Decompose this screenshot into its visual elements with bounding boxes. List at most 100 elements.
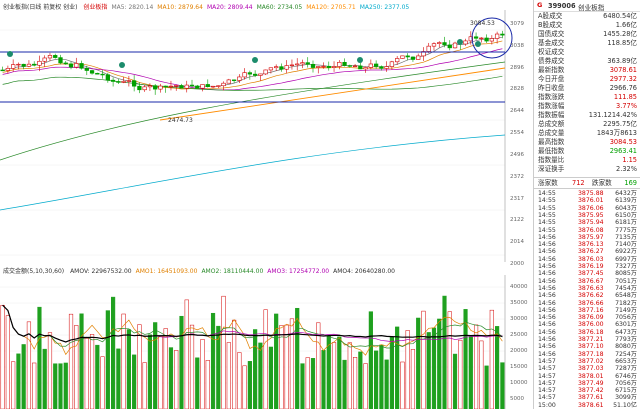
candle-body <box>195 85 200 89</box>
stat-value: 363.89亿 <box>607 57 637 65</box>
candle-body <box>184 84 189 89</box>
candlestick-chart[interactable] <box>0 10 533 262</box>
volume-bar <box>347 342 352 409</box>
trade-volume: 6150万 <box>615 211 637 219</box>
trade-time: 14:57 <box>538 365 556 373</box>
volume-bar <box>63 362 68 409</box>
candle-body <box>284 65 289 70</box>
volume-bar <box>279 325 284 409</box>
y-tick-label: 40000 <box>510 284 528 290</box>
trade-row[interactable]: 14:55 3876.08 7775万 <box>534 227 640 236</box>
trade-row[interactable]: 14:56 3876.63 7454万 <box>534 285 640 294</box>
trade-row[interactable]: 14:57 3877.49 7056万 <box>534 380 640 389</box>
trade-time: 14:56 <box>538 314 556 322</box>
trade-time: 14:55 <box>538 211 556 219</box>
volume-legend-item: AMO3: 17254772.00 <box>267 268 330 275</box>
trade-row[interactable]: 14:56 3877.21 7793万 <box>534 336 640 345</box>
y-tick-label: 2554 <box>510 130 524 137</box>
trade-volume: 7135万 <box>615 233 637 241</box>
trade-price: 3877.49 <box>578 379 604 387</box>
stat-value: 1455.28亿 <box>603 30 637 38</box>
volume-bar <box>263 309 268 409</box>
trade-row[interactable]: 14:55 3876.01 6139万 <box>534 197 640 206</box>
trade-price: 3876.01 <box>578 197 604 205</box>
trade-time: 14:56 <box>538 321 556 329</box>
trade-row[interactable]: 14:55 3876.06 6043万 <box>534 205 640 214</box>
trade-volume: 51.10亿 <box>613 401 637 409</box>
volume-bar <box>21 344 26 409</box>
candle-body <box>37 60 42 66</box>
trade-row[interactable]: 14:55 3875.88 6432万 <box>534 190 640 199</box>
trade-row[interactable]: 14:55 3875.94 6181万 <box>534 219 640 228</box>
trade-row[interactable]: 14:55 3875.95 6150万 <box>534 212 640 221</box>
candle-body <box>221 82 226 87</box>
candle-body <box>74 63 79 68</box>
trade-volume: 6139万 <box>615 197 637 205</box>
trade-row[interactable]: 14:56 3876.19 7327万 <box>534 263 640 272</box>
candle-body <box>305 62 310 65</box>
candle-body <box>32 63 37 66</box>
main-legend-item: MA120: 2705.71 <box>306 4 356 11</box>
trade-time: 14:56 <box>538 328 556 336</box>
volume-bar <box>268 346 274 409</box>
trade-row[interactable]: 14:56 3876.27 6922万 <box>534 248 640 257</box>
trade-row[interactable]: 14:56 3876.13 7140万 <box>534 241 640 250</box>
stat-value: 1.66亿 <box>615 21 637 29</box>
candle-body <box>331 66 337 68</box>
y-tick-label: 2014 <box>510 239 524 246</box>
trade-row[interactable]: 14:56 3875.97 7135万 <box>534 234 640 243</box>
stat-label: 最低指数 <box>538 147 565 155</box>
volume-bar <box>258 342 263 409</box>
volume-legend-item: AMO1: 16451093.00 <box>135 268 198 275</box>
volume-bar <box>100 356 105 409</box>
trade-list[interactable]: 14:55 3875.88 6432万 14:55 3876.01 6139万 14:55 3… <box>534 190 640 409</box>
y-tick-label: 2317 <box>510 195 524 202</box>
trade-row[interactable]: 14:57 3877.61 3099万 <box>534 394 640 403</box>
trade-row[interactable]: 14:56 3876.18 6473万 <box>534 329 640 338</box>
trade-row[interactable]: 14:56 3877.10 8080万 <box>534 343 640 352</box>
trade-row[interactable]: 15:00 3878.61 51.10亿 <box>534 402 640 409</box>
candle-body <box>289 64 295 67</box>
candle-body <box>63 62 68 65</box>
trade-time: 14:57 <box>538 357 556 365</box>
trade-time: 14:56 <box>538 263 556 270</box>
volume-bar <box>179 315 184 409</box>
trade-row[interactable]: 14:56 3876.03 6997万 <box>534 256 640 265</box>
trade-volume: 6922万 <box>615 248 637 256</box>
volume-bar <box>400 361 405 409</box>
volume-chart[interactable] <box>0 275 533 409</box>
signal-marker <box>252 57 258 63</box>
quote-header: G 399006 创业板指 <box>534 0 640 12</box>
trade-row[interactable]: 14:56 3876.66 7182万 <box>534 300 640 309</box>
trade-row[interactable]: 14:57 3877.02 6653万 <box>534 358 640 367</box>
volume-bar <box>16 353 21 409</box>
volume-bar <box>242 365 247 409</box>
candle-body <box>316 66 321 68</box>
candle-body <box>121 81 126 83</box>
trend-line <box>159 67 506 121</box>
trade-row[interactable]: 14:56 3877.16 7149万 <box>534 307 640 316</box>
candle-body <box>252 73 258 76</box>
trade-time: 14:56 <box>538 336 556 343</box>
stat-label: B股成交 <box>538 21 563 29</box>
volume-legend-item: AMO2: 18110444.00 <box>201 268 264 275</box>
trade-price: 3876.63 <box>578 284 604 292</box>
trade-price: 3876.09 <box>578 314 604 322</box>
trade-row[interactable]: 14:56 3877.45 8085万 <box>534 270 640 279</box>
trade-row[interactable]: 14:57 3877.03 7287万 <box>534 365 640 374</box>
trade-row[interactable]: 14:56 3877.18 7254万 <box>534 351 640 360</box>
trade-row[interactable]: 14:57 3878.01 6746万 <box>534 373 640 382</box>
trade-row[interactable]: 14:56 3876.09 7056万 <box>534 314 640 323</box>
y-tick-label: 2828 <box>510 86 524 93</box>
stat-row: 指数涨幅 3.77% <box>534 102 640 111</box>
volume-bar <box>352 357 358 409</box>
candle-body <box>179 85 184 89</box>
trade-row[interactable]: 14:56 3876.00 6301万 <box>534 321 640 330</box>
candle-body <box>416 55 421 60</box>
trade-row[interactable]: 14:57 3877.42 6715万 <box>534 387 640 396</box>
candle-body <box>400 55 405 59</box>
trade-price: 3877.03 <box>578 365 604 373</box>
trade-row[interactable]: 14:56 3876.62 6548万 <box>534 292 640 301</box>
stat-label: 基金成交 <box>538 39 565 47</box>
trade-row[interactable]: 14:56 3876.67 7051万 <box>534 278 640 287</box>
